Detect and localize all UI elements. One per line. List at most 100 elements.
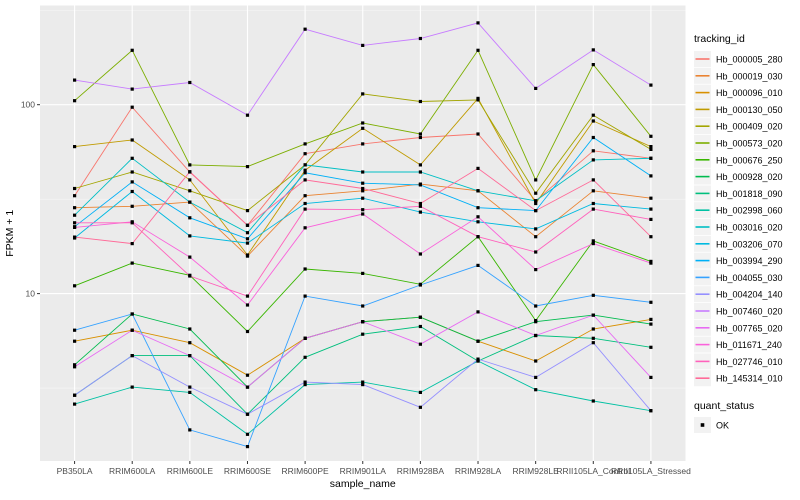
point-Hb_000573_020 (591, 63, 595, 67)
point-Hb_000409_020 (361, 92, 365, 96)
point-Hb_003016_020 (130, 156, 134, 160)
point-Hb_000676_250 (361, 271, 365, 275)
point-Hb_003994_290 (361, 181, 365, 185)
point-Hb_001818_090 (591, 336, 595, 340)
point-Hb_004204_140 (361, 383, 365, 387)
point-Hb_003206_070 (591, 201, 595, 206)
legend-label-Hb_003016_020: Hb_003016_020 (716, 223, 783, 233)
point-Hb_003994_290 (245, 237, 250, 241)
legend-item-Hb_145314_010: Hb_145314_010 (694, 370, 783, 387)
point-Hb_004204_140 (130, 354, 134, 358)
legend-item-Hb_000096_010: Hb_000096_010 (694, 84, 783, 101)
point-Hb_000005_280 (476, 132, 480, 136)
point-Hb_007460_020 (476, 21, 480, 25)
point-Hb_003206_070 (130, 189, 134, 194)
point-Hb_000019_030 (130, 204, 134, 208)
point-Hb_011671_240 (188, 255, 192, 259)
legend-quant-status-title: quant_status (694, 400, 754, 412)
point-Hb_003016_020 (649, 156, 653, 160)
y-tick-label: 100 (21, 100, 35, 110)
point-Hb_004055_030 (245, 445, 250, 449)
point-Hb_000573_020 (361, 121, 365, 125)
legend-item-Hb_000019_030: Hb_000019_030 (694, 67, 783, 84)
legend-item-Hb_003994_290: Hb_003994_290 (694, 252, 783, 269)
legend-item-Hb_000005_280: Hb_000005_280 (694, 51, 783, 67)
legend-label-Hb_000005_280: Hb_000005_280 (716, 55, 783, 65)
point-Hb_000928_020 (534, 320, 538, 324)
legend-tracking-id-items: Hb_000005_280 Hb_000019_030 Hb_000096_010 H… (694, 51, 783, 387)
point-Hb_004204_140 (245, 412, 250, 416)
point-Hb_000130_050 (245, 253, 250, 257)
point-Hb_003016_020 (188, 200, 192, 204)
point-Hb_027746_010 (188, 274, 192, 278)
legend-item-Hb_000573_020: Hb_000573_020 (694, 135, 783, 151)
point-Hb_003016_020 (245, 231, 250, 235)
x-tick-label-RRIM928LA: RRIM928LA (455, 466, 502, 476)
point-Hb_003206_070 (476, 220, 480, 224)
point-Hb_000409_020 (73, 186, 77, 191)
x-tick-label-RRIM600LA: RRIM600LA (109, 466, 156, 476)
x-tick-label-RRIM928BA: RRIM928BA (397, 466, 445, 476)
point-Hb_000130_050 (130, 138, 134, 142)
data-points (73, 21, 653, 449)
point-Hb_003016_020 (361, 170, 365, 174)
point-Hb_000928_020 (73, 363, 77, 367)
point-Hb_004055_030 (476, 263, 480, 267)
point-Hb_007765_020 (418, 342, 422, 346)
point-Hb_007460_020 (303, 27, 307, 31)
legend-item-Hb_004055_030: Hb_004055_030 (694, 269, 783, 286)
point-Hb_000130_050 (649, 145, 653, 149)
point-Hb_000573_020 (418, 132, 422, 136)
point-Hb_000573_020 (130, 48, 134, 52)
point-Hb_000019_030 (303, 194, 307, 198)
point-Hb_027746_010 (534, 250, 538, 254)
point-Hb_000409_020 (591, 113, 595, 117)
point-Hb_027746_010 (245, 294, 250, 298)
x-tick-label-RRIM928LE: RRIM928LE (512, 466, 559, 476)
point-Hb_000130_050 (188, 178, 192, 182)
point-Hb_002998_060 (476, 359, 480, 363)
point-Hb_000676_250 (245, 329, 250, 334)
point-Hb_003206_070 (245, 241, 250, 245)
legend-label-Hb_000130_050: Hb_000130_050 (716, 105, 783, 115)
point-Hb_027746_010 (130, 221, 134, 225)
point-Hb_000676_250 (591, 239, 595, 243)
point-Hb_003016_020 (73, 213, 77, 217)
legend-label-Hb_000676_250: Hb_000676_250 (716, 155, 783, 165)
x-tick-label-RRIM600SE: RRIM600SE (224, 466, 272, 476)
point-Hb_004204_140 (418, 405, 422, 409)
point-Hb_007765_020 (73, 365, 77, 369)
legend-item-Hb_007765_020: Hb_007765_020 (694, 319, 783, 336)
point-Hb_000676_250 (130, 261, 134, 265)
point-Hb_007765_020 (476, 310, 480, 314)
point-Hb_000573_020 (245, 165, 250, 169)
point-Hb_007460_020 (73, 78, 77, 82)
legend-label-OK: OK (716, 421, 729, 431)
point-Hb_003016_020 (476, 189, 480, 193)
point-Hb_011671_240 (476, 215, 480, 219)
point-Hb_000676_250 (303, 267, 307, 271)
point-Hb_001818_090 (303, 355, 307, 359)
point-Hb_000019_030 (534, 235, 538, 239)
legend-quant-status-items: OK (694, 417, 729, 433)
point-Hb_004055_030 (130, 312, 134, 316)
legend: tracking_id Hb_000005_280Hb_000019_030Hb… (694, 33, 783, 433)
point-Hb_004055_030 (649, 300, 653, 304)
point-Hb_000130_050 (303, 168, 307, 172)
point-Hb_000096_010 (591, 327, 595, 331)
point-Hb_003994_290 (649, 174, 653, 178)
point-Hb_007460_020 (418, 36, 422, 41)
legend-marker-black-square (700, 423, 705, 427)
point-Hb_003206_070 (188, 234, 192, 238)
point-Hb_027746_010 (476, 235, 480, 239)
point-Hb_004055_030 (303, 294, 307, 298)
point-Hb_003994_290 (188, 216, 192, 220)
point-Hb_027746_010 (649, 217, 653, 221)
legend-item-Hb_000928_020: Hb_000928_020 (694, 168, 783, 185)
point-Hb_000019_030 (649, 196, 653, 200)
point-Hb_000409_020 (476, 98, 480, 102)
legend-item-Hb_000409_020: Hb_000409_020 (694, 118, 783, 135)
legend-item-Hb_007460_020: Hb_007460_020 (694, 303, 783, 319)
legend-label-Hb_000019_030: Hb_000019_030 (716, 71, 783, 81)
